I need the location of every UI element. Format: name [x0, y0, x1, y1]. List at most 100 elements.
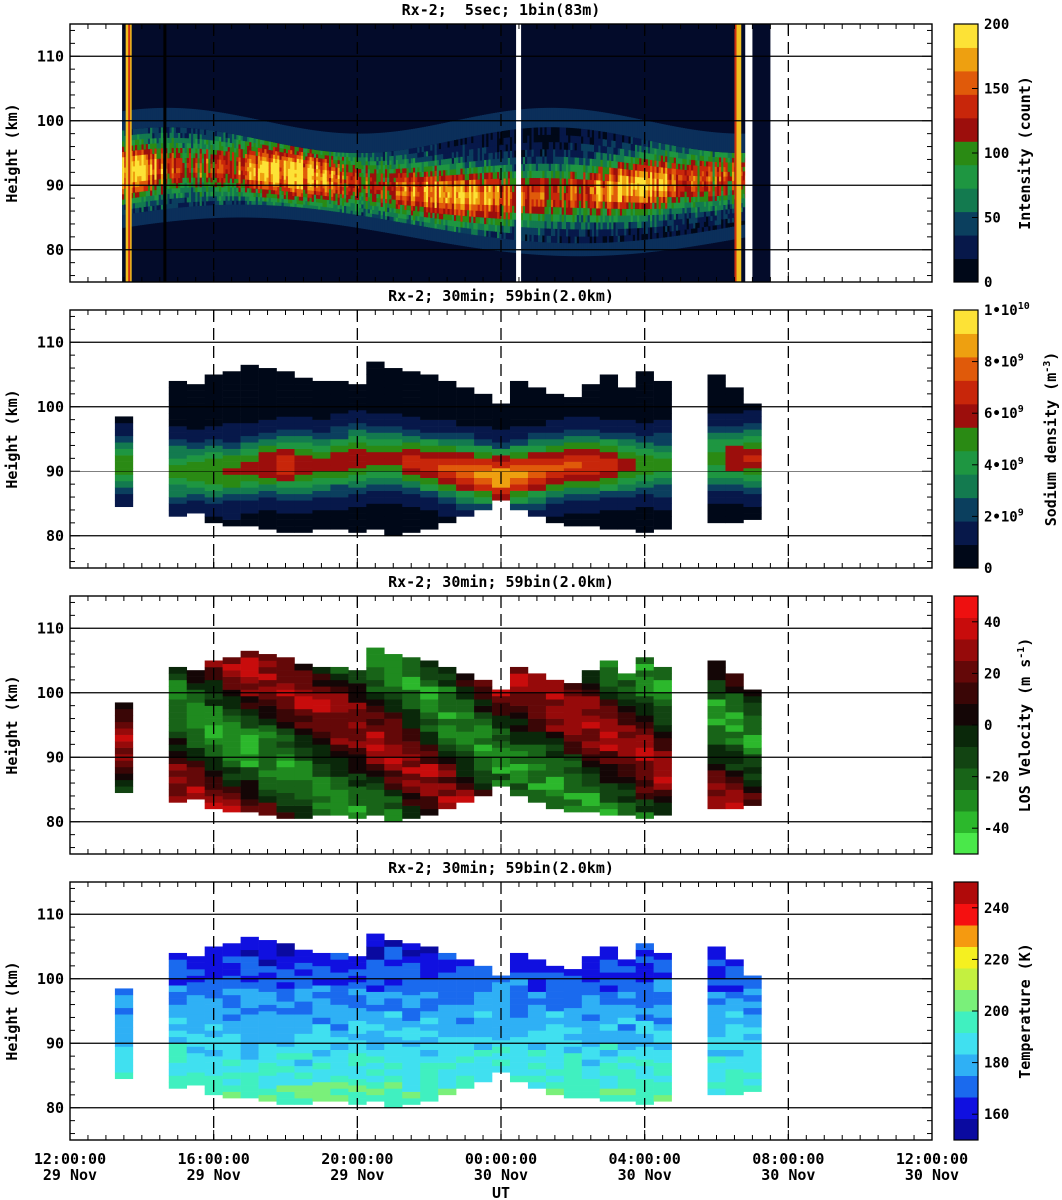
- intensity-strip: [408, 214, 412, 220]
- intensity-edge: [150, 210, 153, 224]
- intensity-strip: [477, 179, 481, 186]
- intensity-strip: [229, 155, 233, 161]
- intensity-strip: [247, 175, 250, 180]
- intensity-edge: [475, 116, 479, 136]
- intensity-strip: [460, 144, 464, 151]
- intensity-strip: [389, 211, 393, 217]
- intensity-strip: [244, 145, 248, 150]
- intensity-strip: [242, 157, 246, 163]
- intensity-strip: [484, 185, 487, 193]
- intensity-strip: [522, 212, 526, 221]
- intensity-strip: [570, 171, 574, 179]
- intensity-strip: [210, 177, 214, 183]
- intensity-edge: [436, 228, 440, 242]
- intensity-strip: [456, 168, 459, 175]
- intensity-strip: [318, 202, 321, 207]
- intensity-strip: [542, 163, 546, 171]
- intensity-strip: [270, 201, 274, 206]
- intensity-strip: [259, 160, 263, 165]
- intensity-strip: [494, 165, 498, 173]
- intensity-edge: [165, 208, 168, 222]
- intensity-strip: [337, 193, 341, 198]
- intensity-strip: [305, 167, 309, 172]
- intensity-strip: [481, 172, 485, 180]
- intensity-strip: [257, 159, 261, 165]
- intensity-strip: [316, 164, 319, 170]
- intensity-strip: [313, 172, 317, 177]
- intensity-strip: [354, 210, 358, 216]
- intensity-strip: [598, 201, 602, 209]
- intensity-strip: [671, 213, 675, 220]
- intensity-edge: [281, 206, 285, 219]
- intensity-strip: [240, 157, 244, 163]
- intensity-strip: [570, 228, 574, 237]
- intensity-strip: [251, 183, 255, 189]
- intensity-strip: [346, 209, 349, 214]
- intensity-edge: [387, 132, 390, 152]
- intensity-strip: [443, 202, 446, 209]
- intensity-strip: [606, 166, 610, 175]
- intensity-strip: [344, 163, 347, 169]
- intensity-strip: [695, 159, 699, 166]
- intensity-strip: [708, 210, 711, 217]
- intensity-strip: [671, 168, 675, 175]
- intensity-strip: [292, 176, 296, 181]
- intensity-strip: [249, 154, 252, 159]
- intensity-strip: [318, 205, 321, 211]
- intensity-strip: [576, 221, 580, 230]
- intensity-strip: [141, 185, 145, 192]
- intensity-strip: [143, 175, 147, 181]
- intensity-strip: [393, 199, 397, 205]
- intensity-strip: [193, 186, 196, 193]
- intensity-strip: [598, 228, 602, 237]
- intensity-strip: [395, 186, 399, 192]
- intensity-strip: [660, 190, 664, 197]
- intensity-edge: [486, 114, 490, 134]
- intensity-strip: [684, 229, 688, 236]
- intensity-strip: [574, 236, 578, 244]
- intensity-strip: [141, 159, 145, 166]
- intensity-strip: [619, 174, 623, 183]
- intensity-strip: [264, 168, 268, 174]
- intensity-strip: [665, 144, 668, 151]
- intensity-strip: [706, 180, 709, 187]
- intensity-strip: [184, 202, 188, 208]
- intensity-strip: [464, 227, 468, 235]
- intensity-edge: [324, 131, 328, 152]
- intensity-strip: [507, 198, 511, 206]
- intensity-strip: [449, 180, 453, 187]
- intensity-strip: [421, 211, 425, 217]
- intensity-strip: [361, 192, 365, 197]
- intensity-strip: [348, 160, 352, 165]
- intensity-strip: [384, 177, 388, 182]
- intensity-strip: [714, 161, 718, 167]
- intensity-strip: [182, 167, 186, 173]
- intensity-strip: [693, 212, 696, 218]
- intensity-strip: [303, 178, 306, 183]
- intensity-strip: [617, 134, 621, 142]
- intensity-strip: [484, 140, 487, 148]
- intensity-strip: [475, 228, 479, 236]
- intensity-strip: [313, 194, 317, 199]
- intensity-strip: [432, 196, 436, 203]
- intensity-edge: [348, 133, 352, 153]
- intensity-strip: [158, 127, 162, 133]
- intensity-strip: [337, 185, 341, 191]
- intensity-strip: [583, 143, 587, 152]
- intensity-strip: [581, 236, 584, 244]
- intensity-strip: [645, 152, 649, 160]
- intensity-strip: [719, 219, 722, 225]
- intensity-strip: [244, 200, 248, 206]
- intensity-strip: [272, 150, 276, 155]
- intensity-strip: [641, 214, 645, 222]
- intensity-strip: [522, 198, 526, 207]
- intensity-strip: [275, 154, 278, 160]
- intensity-strip: [253, 200, 257, 206]
- intensity-edge: [484, 114, 487, 134]
- intensity-strip: [147, 179, 151, 186]
- intensity-strip: [221, 200, 224, 206]
- intensity-strip: [206, 167, 209, 173]
- intensity-strip: [441, 202, 444, 209]
- intensity-edge: [242, 116, 246, 137]
- intensity-strip: [710, 220, 714, 226]
